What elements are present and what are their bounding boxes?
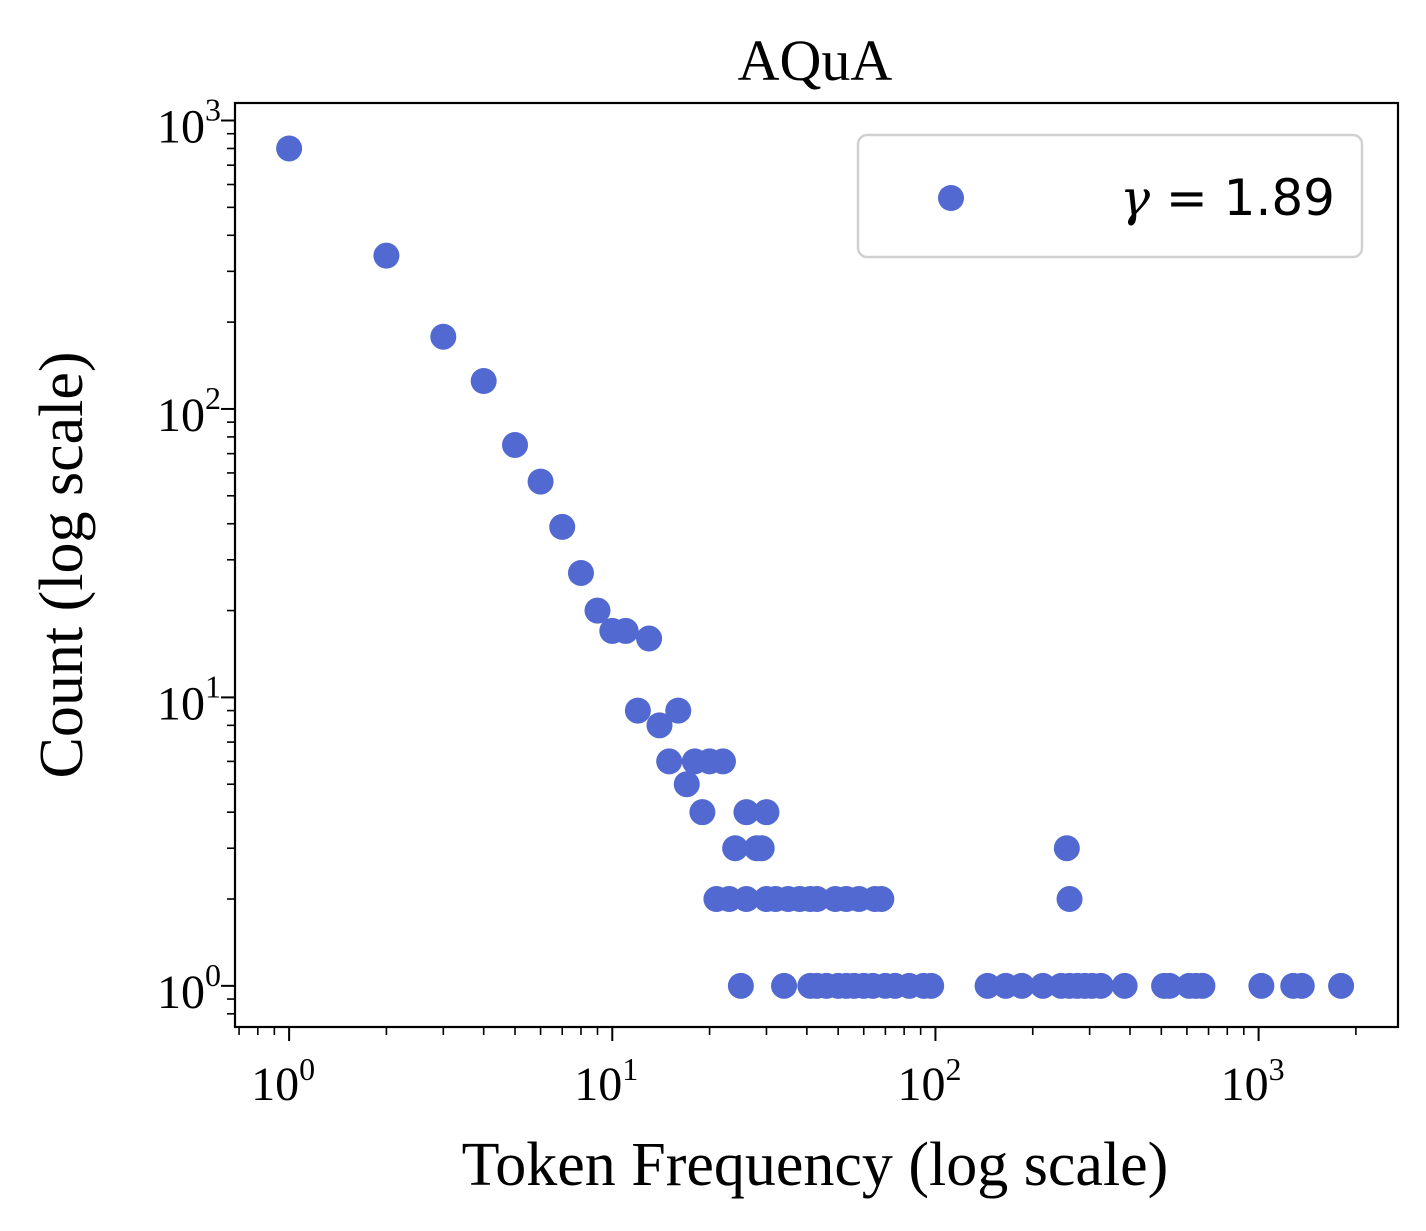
data-point [1053,835,1080,862]
data-point [1156,972,1183,999]
data-point [673,771,700,798]
data-point [549,513,576,540]
data-point [709,748,736,775]
data-point [1189,972,1216,999]
legend-label-value: = 1.89 [1150,169,1335,227]
data-point [373,242,400,269]
y-tick-label: 103 [157,92,221,154]
data-point [567,559,594,586]
plot-frame [233,101,1400,1029]
data-point [727,972,754,999]
y-tick-label: 100 [157,957,221,1019]
data-point [624,697,651,724]
x-axis-label: Token Frequency (log scale) [462,1131,1169,1199]
legend-label-symbol: γ [1120,169,1150,227]
data-point [1328,972,1355,999]
data-point [974,972,1001,999]
data-point [636,625,663,652]
data-point [753,799,780,826]
legend-box [856,133,1364,259]
data-point [918,972,945,999]
x-tick-label: 103 [1221,1051,1285,1111]
y-tick-label: 102 [157,380,221,442]
data-point [612,617,639,644]
data-point [1248,972,1275,999]
data-point [276,135,303,162]
data-point [722,835,749,862]
x-tick-label: 100 [251,1051,315,1111]
legend: γ = 1.89 [856,133,1364,259]
data-point [1056,886,1083,913]
data-point [584,597,611,624]
data-point [430,323,457,350]
data-point [1029,972,1056,999]
data-point [689,799,716,826]
data-points [276,135,1355,999]
data-point [771,972,798,999]
legend-marker [938,185,964,211]
data-point [733,799,760,826]
major-ticks [221,119,1260,1041]
data-point [527,468,554,495]
data-point [1288,972,1315,999]
plot-area [221,101,1400,1041]
data-point [1087,972,1114,999]
x-tick-label: 101 [574,1051,638,1111]
data-point [470,368,497,395]
data-point [502,431,529,458]
data-point [733,886,760,913]
data-point [1111,972,1138,999]
y-axis-label: Count (log scale) [28,351,96,778]
x-tick-label: 102 [897,1051,961,1111]
data-point [803,886,830,913]
data-point [1008,972,1035,999]
data-point [665,697,692,724]
y-tick-labels: 100 101 102 103 [157,92,221,1019]
data-point [656,748,683,775]
minor-ticks [227,132,1357,1035]
chart-title: AQuA [738,28,893,93]
data-point [748,835,775,862]
data-point [868,886,895,913]
y-tick-label: 101 [157,668,221,730]
legend-label: γ = 1.89 [1120,169,1335,227]
data-point [646,712,673,739]
x-tick-labels: 100 101 102 103 [251,1051,1284,1111]
